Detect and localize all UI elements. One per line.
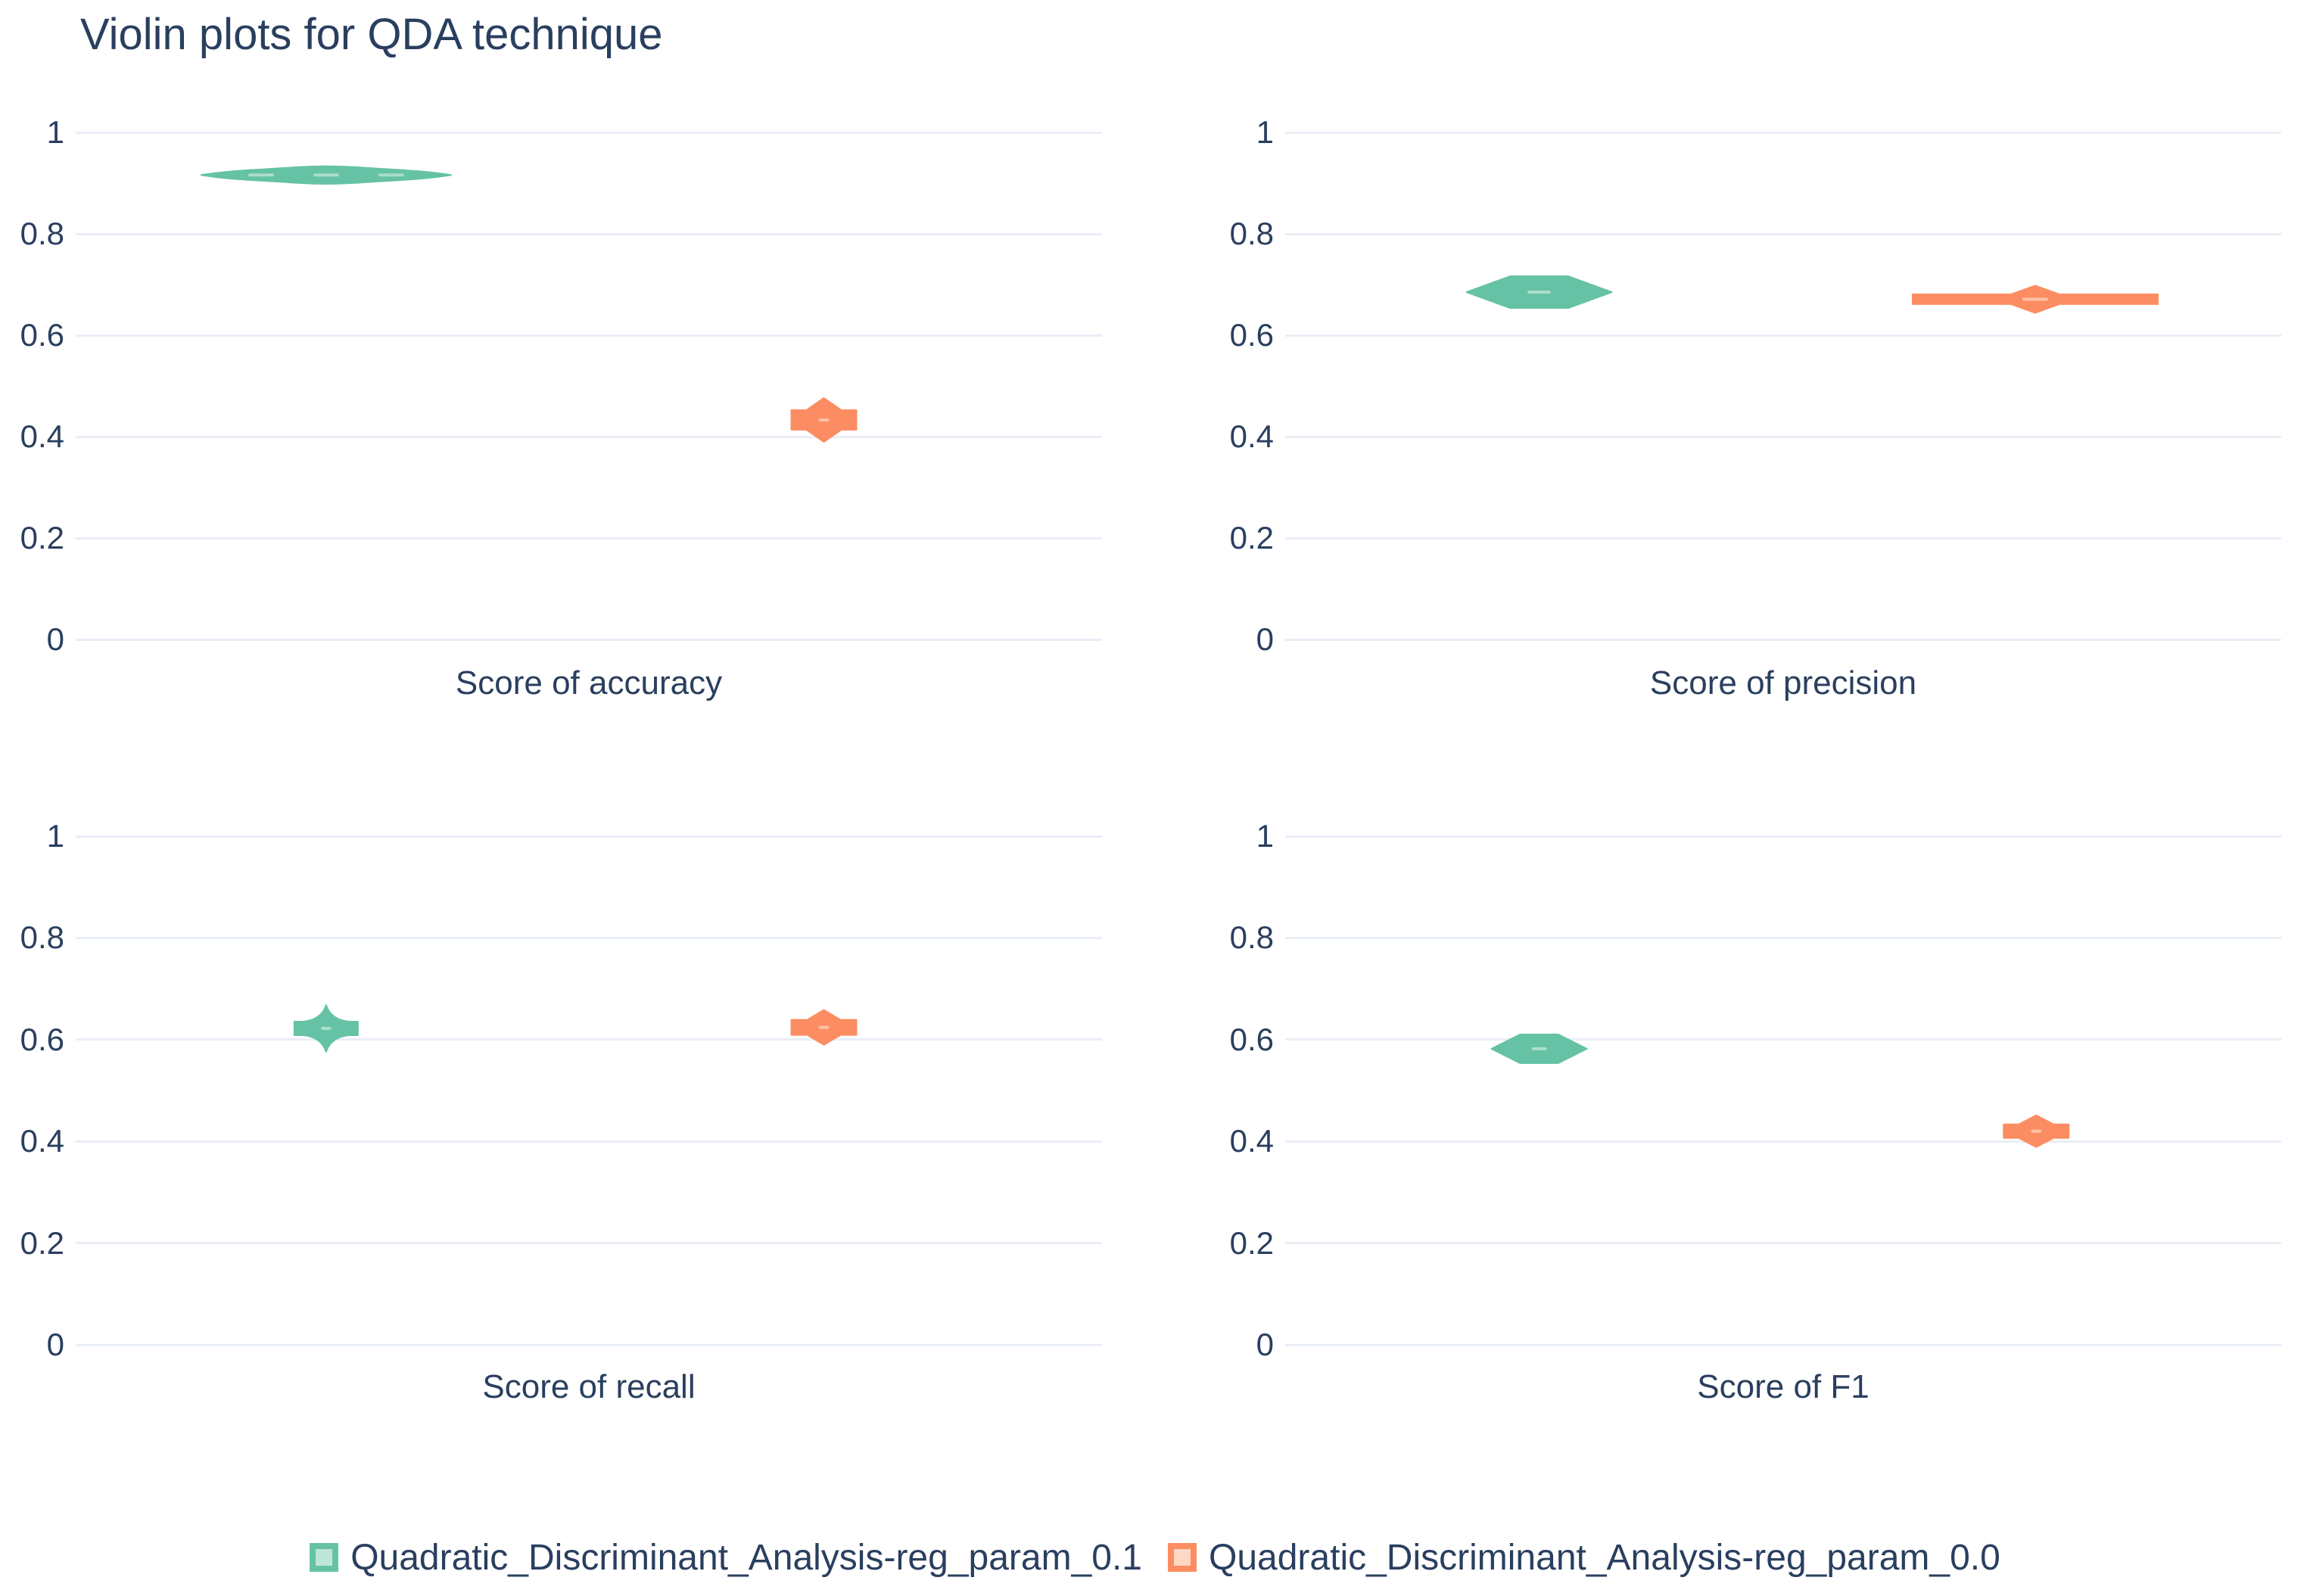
y-tick-label: 1 — [1256, 114, 1274, 150]
gridline — [76, 1038, 1102, 1041]
gridline — [1285, 1140, 2281, 1143]
gridline — [76, 638, 1102, 641]
gridline — [1285, 638, 2281, 641]
y-tick-label: 1 — [46, 818, 64, 854]
gridline — [1285, 334, 2281, 337]
y-tick-label: 0.4 — [20, 418, 64, 454]
y-tick-label: 0.4 — [1229, 418, 1274, 454]
y-tick-label: 0.8 — [1229, 919, 1274, 956]
y-tick-label: 0.2 — [20, 1224, 64, 1261]
gridline — [1285, 1038, 2281, 1041]
violin-quartile-mark — [321, 1027, 332, 1031]
gridline — [1285, 1242, 2281, 1245]
y-tick-label: 1 — [46, 114, 64, 150]
gridline — [1285, 835, 2281, 838]
y-tick-label: 1 — [1256, 818, 1274, 854]
gridline — [76, 1343, 1102, 1346]
gridline — [1285, 232, 2281, 235]
plot-area-accuracy[interactable] — [76, 34, 1102, 738]
legend-item-reg-param-0-1[interactable]: Quadratic_Discriminant_Analysis-reg_para… — [310, 1537, 1142, 1579]
gridline — [76, 835, 1102, 838]
violin-quartile-mark — [378, 173, 404, 177]
violin-quartile-mark — [248, 173, 275, 177]
plot-area-f1[interactable] — [1285, 738, 2281, 1443]
y-tick-label: 0.6 — [1229, 1021, 1274, 1057]
gridline — [1285, 435, 2281, 438]
y-tick-label: 0.8 — [1229, 216, 1274, 251]
y-tick-label: 0.6 — [20, 1021, 64, 1057]
violin-quartile-mark — [1531, 1047, 1547, 1050]
y-tick-label: 0.6 — [1229, 317, 1274, 353]
violin-quartile-mark — [818, 1025, 830, 1029]
y-tick-label: 0.4 — [20, 1123, 64, 1159]
legend-swatch-orange-icon — [1168, 1543, 1197, 1572]
gridline — [76, 537, 1102, 540]
gridline — [76, 1140, 1102, 1143]
legend-item-reg-param-0-0[interactable]: Quadratic_Discriminant_Analysis-reg_para… — [1168, 1537, 2000, 1579]
chart-title: Violin plots for QDA technique — [80, 10, 663, 59]
y-tick-label: 0.8 — [20, 919, 64, 956]
y-tick-label: 0.2 — [1229, 1224, 1274, 1261]
y-tick-label: 0.6 — [20, 317, 64, 353]
violin-f1-series2[interactable] — [2003, 1114, 2070, 1148]
gridline — [76, 131, 1102, 134]
y-tick-label: 0 — [1256, 621, 1274, 657]
violin-quartile-mark — [2022, 297, 2048, 301]
y-tick-label: 0.4 — [1229, 1123, 1274, 1159]
violin-accuracy-series2[interactable] — [790, 397, 858, 443]
gridline — [76, 435, 1102, 438]
y-tick-label: 0.8 — [20, 216, 64, 251]
gridline — [76, 232, 1102, 235]
violin-recall-series2[interactable] — [790, 1009, 858, 1046]
y-tick-label: 0.2 — [1229, 520, 1274, 555]
legend-swatch-green-icon — [310, 1543, 339, 1572]
y-tick-label: 0 — [1256, 1327, 1274, 1362]
violin-quartile-mark — [2031, 1129, 2042, 1133]
legend-label-reg-param-0-0: Quadratic_Discriminant_Analysis-reg_para… — [1209, 1537, 2000, 1578]
violin-precision-series1[interactable] — [1465, 275, 1613, 310]
gridline — [76, 936, 1102, 939]
gridline — [76, 1242, 1102, 1245]
x-axis-title-accuracy: Score of accuracy — [455, 664, 723, 702]
violin-quartile-mark — [818, 418, 830, 422]
x-axis-title-f1: Score of F1 — [1697, 1368, 1869, 1405]
y-tick-label: 0 — [46, 1327, 64, 1362]
gridline — [1285, 1343, 2281, 1346]
gridline — [1285, 131, 2281, 134]
gridline — [76, 334, 1102, 337]
gridline — [1285, 537, 2281, 540]
plot-area-recall[interactable] — [76, 738, 1102, 1443]
x-axis-title-recall: Score of recall — [482, 1368, 696, 1405]
legend: Quadratic_Discriminant_Analysis-reg_para… — [0, 1533, 2310, 1582]
gridline — [1285, 936, 2281, 939]
violin-quartile-mark — [313, 173, 339, 177]
violin-accuracy-series1[interactable] — [200, 165, 452, 185]
legend-label-reg-param-0-1: Quadratic_Discriminant_Analysis-reg_para… — [350, 1537, 1142, 1578]
x-axis-title-precision: Score of precision — [1649, 664, 1917, 702]
violin-precision-series2[interactable] — [1911, 285, 2159, 314]
violin-f1-series1[interactable] — [1490, 1033, 1588, 1064]
violin-recall-series1[interactable] — [293, 1004, 359, 1053]
violin-quartile-mark — [1527, 291, 1551, 294]
plot-area-precision[interactable] — [1285, 34, 2281, 738]
y-tick-label: 0.2 — [20, 520, 64, 555]
y-tick-label: 0 — [46, 621, 64, 657]
